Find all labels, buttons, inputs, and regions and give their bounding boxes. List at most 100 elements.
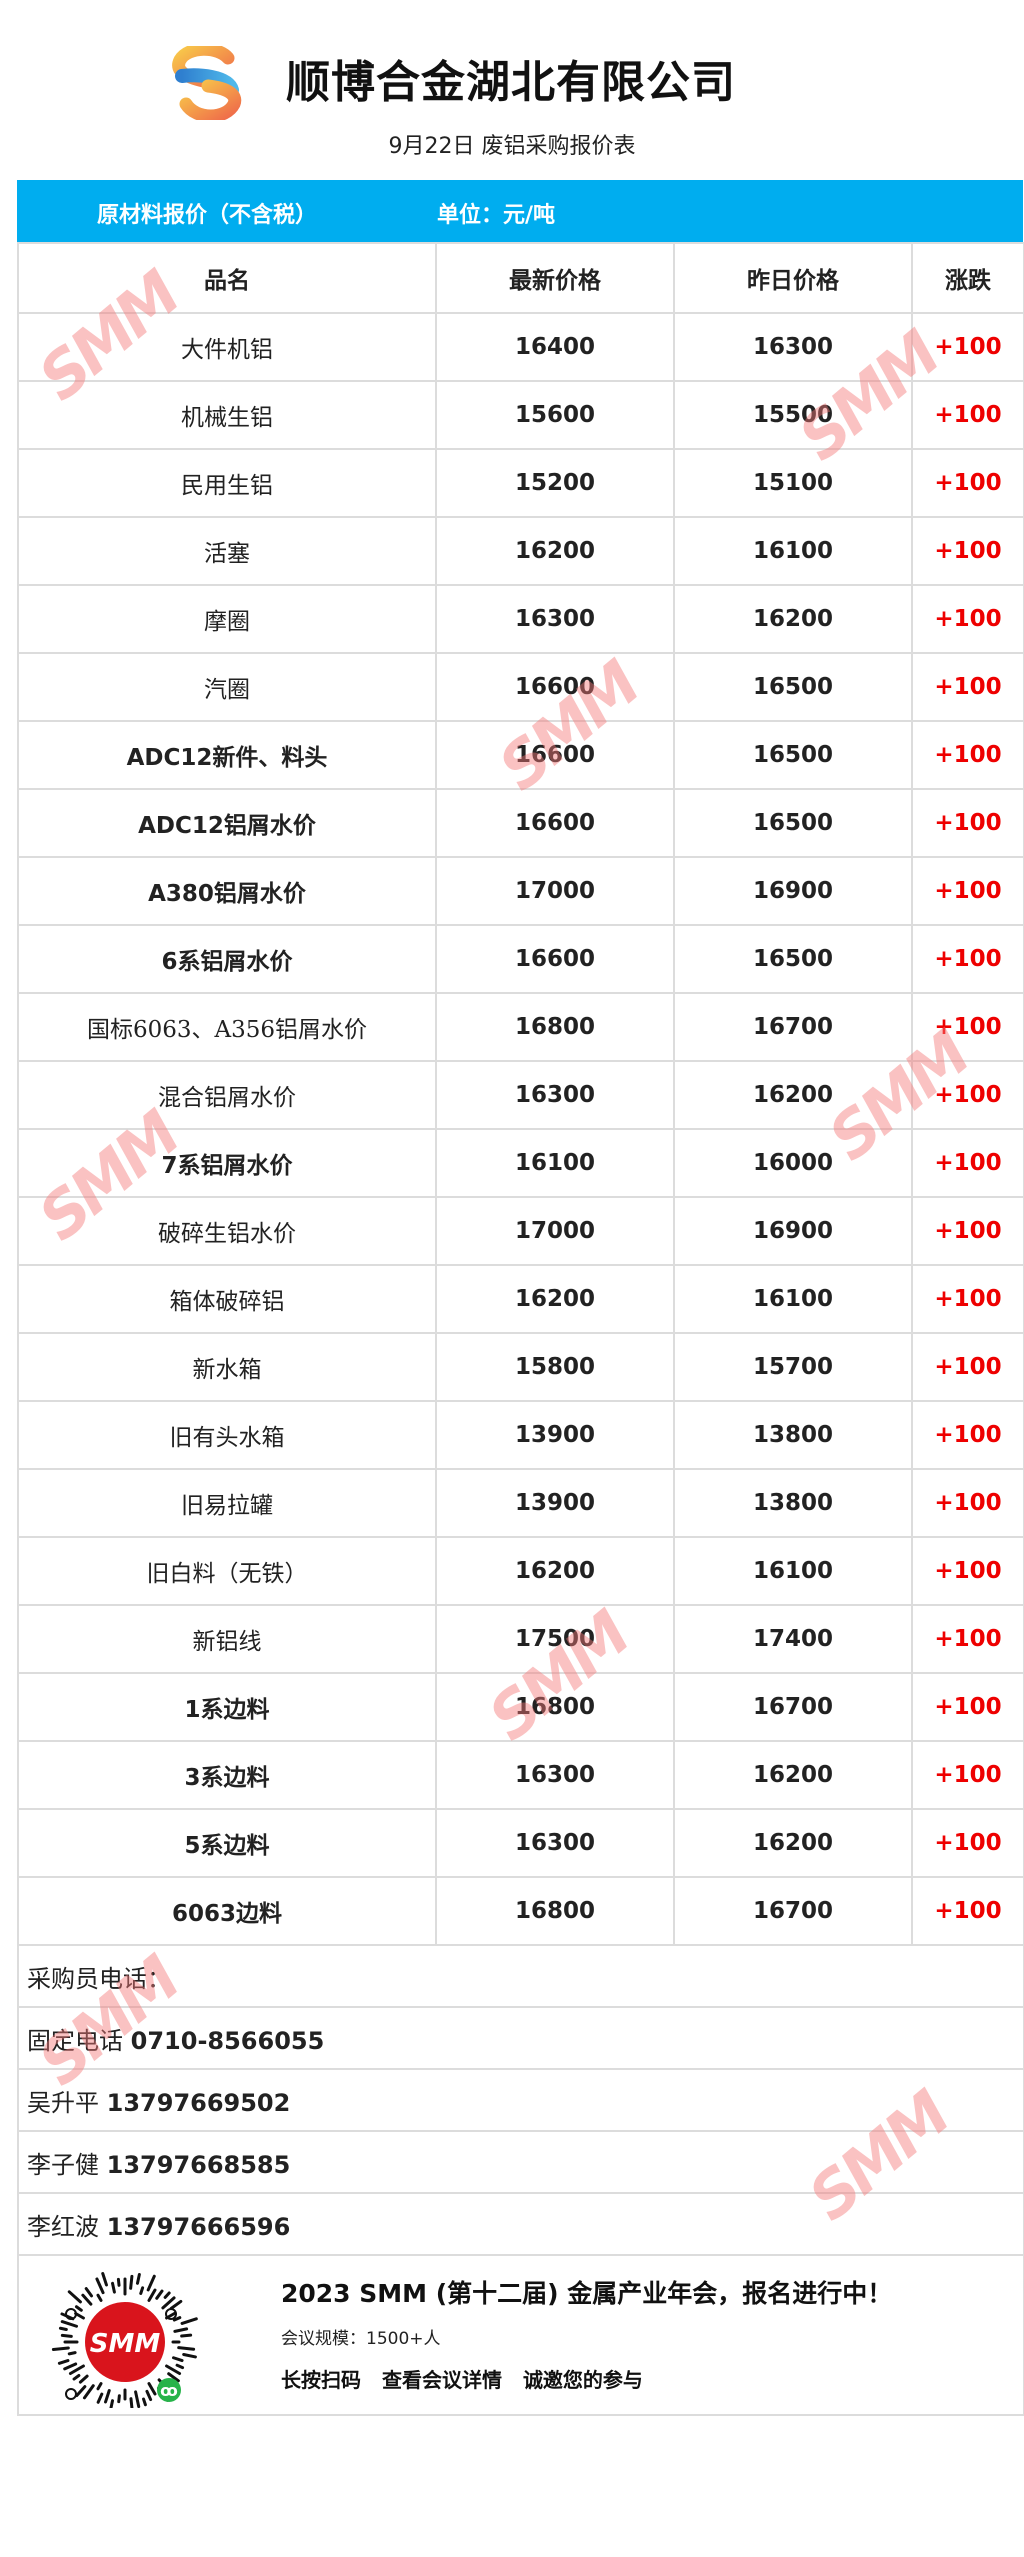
table-row: 旧易拉罐 13900 13800 +100 bbox=[17, 1468, 1024, 1538]
table-row: 混合铝屑水价 16300 16200 +100 bbox=[17, 1060, 1024, 1130]
price-change: +100 bbox=[911, 1196, 1024, 1266]
table-row: 新铝线 17500 17400 +100 bbox=[17, 1604, 1024, 1674]
latest-price: 17000 bbox=[435, 1196, 675, 1266]
item-name: 汽圈 bbox=[17, 652, 437, 722]
yesterday-price: 16500 bbox=[673, 788, 913, 858]
price-change: +100 bbox=[911, 312, 1024, 382]
contact-phone[interactable]: 13797666596 bbox=[106, 2212, 291, 2241]
item-name: 3系边料 bbox=[17, 1740, 437, 1810]
contact-label: 吴升平 bbox=[27, 2088, 99, 2117]
latest-price: 16200 bbox=[435, 1536, 675, 1606]
price-change: +100 bbox=[911, 1468, 1024, 1538]
contacts-heading: 采购员电话： bbox=[17, 1944, 1024, 2008]
table-row: 旧有头水箱 13900 13800 +100 bbox=[17, 1400, 1024, 1470]
col-header-change: 涨跌 bbox=[911, 242, 1024, 314]
latest-price: 16300 bbox=[435, 1808, 675, 1878]
table-row: 1系边料 16800 16700 +100 bbox=[17, 1672, 1024, 1742]
col-header-yesterday: 昨日价格 bbox=[673, 242, 913, 314]
item-name: ADC12新件、料头 bbox=[17, 720, 437, 790]
price-change: +100 bbox=[911, 992, 1024, 1062]
item-name: 5系边料 bbox=[17, 1808, 437, 1878]
conference-cta: 长按扫码 查看会议详情 诚邀您的参与 bbox=[281, 2364, 657, 2393]
cta-details: 查看会议详情 bbox=[381, 2368, 502, 2392]
col-header-latest: 最新价格 bbox=[435, 242, 675, 314]
table-row: A380铝屑水价 17000 16900 +100 bbox=[17, 856, 1024, 926]
price-change: +100 bbox=[911, 516, 1024, 586]
latest-price: 16400 bbox=[435, 312, 675, 382]
item-name: 混合铝屑水价 bbox=[17, 1060, 437, 1130]
item-name: 6063边料 bbox=[17, 1876, 437, 1946]
yesterday-price: 16900 bbox=[673, 856, 913, 926]
item-name: 机械生铝 bbox=[17, 380, 437, 450]
conference-scale: 会议规模：1500+人 bbox=[281, 2329, 441, 2349]
table-header-row: 品名 最新价格 昨日价格 涨跌 bbox=[17, 242, 1024, 314]
contact-phone[interactable]: 13797668585 bbox=[106, 2150, 291, 2179]
qr-smm-logo: SMM bbox=[90, 2329, 161, 2359]
price-change: +100 bbox=[911, 1400, 1024, 1470]
page-subtitle: 9月22日 废铝采购报价表 bbox=[388, 134, 636, 159]
latest-price: 16600 bbox=[435, 788, 675, 858]
contact-row: 李子健 13797668585 bbox=[17, 2130, 1024, 2194]
yesterday-price: 15100 bbox=[673, 448, 913, 518]
contact-phone[interactable]: 13797669502 bbox=[106, 2088, 291, 2117]
price-change: +100 bbox=[911, 652, 1024, 722]
contact-label: 固定电话 bbox=[27, 2026, 123, 2055]
yesterday-price: 16500 bbox=[673, 924, 913, 994]
item-name: 新水箱 bbox=[17, 1332, 437, 1402]
yesterday-price: 16100 bbox=[673, 516, 913, 586]
table-row: 5系边料 16300 16200 +100 bbox=[17, 1808, 1024, 1878]
item-name: 活塞 bbox=[17, 516, 437, 586]
item-name: 箱体破碎铝 bbox=[17, 1264, 437, 1334]
table-row: 摩圈 16300 16200 +100 bbox=[17, 584, 1024, 654]
svg-text:ꝏ: ꝏ bbox=[160, 2381, 178, 2400]
conference-banner[interactable]: SMM ꝏ 2023 SMM (第十二届) 金属产业年会，报名进行中！ 会议规模… bbox=[17, 2254, 1024, 2416]
latest-price: 16200 bbox=[435, 516, 675, 586]
table-row: ADC12铝屑水价 16600 16500 +100 bbox=[17, 788, 1024, 858]
price-table: 品名 最新价格 昨日价格 涨跌 大件机铝 16400 16300 +100 机械生… bbox=[17, 242, 1024, 2416]
contact-row: 固定电话 0710-8566055 bbox=[17, 2006, 1024, 2070]
latest-price: 16800 bbox=[435, 1876, 675, 1946]
latest-price: 15200 bbox=[435, 448, 675, 518]
cta-scan: 长按扫码 bbox=[281, 2368, 361, 2392]
latest-price: 16300 bbox=[435, 584, 675, 654]
company-name: 顺博合金湖北有限公司 bbox=[286, 57, 736, 108]
contacts-heading-row: 采购员电话： bbox=[17, 1944, 1024, 2008]
latest-price: 16600 bbox=[435, 720, 675, 790]
table-row: 7系铝屑水价 16100 16000 +100 bbox=[17, 1128, 1024, 1198]
price-change: +100 bbox=[911, 788, 1024, 858]
table-row: 国标6063、A356铝屑水价 16800 16700 +100 bbox=[17, 992, 1024, 1062]
table-row: 3系边料 16300 16200 +100 bbox=[17, 1740, 1024, 1810]
latest-price: 16800 bbox=[435, 1672, 675, 1742]
item-name: 1系边料 bbox=[17, 1672, 437, 1742]
table-row: 旧白料（无铁） 16200 16100 +100 bbox=[17, 1536, 1024, 1606]
item-name: 7系铝屑水价 bbox=[17, 1128, 437, 1198]
qr-code[interactable]: SMM ꝏ bbox=[51, 2262, 201, 2408]
table-row: 6系铝屑水价 16600 16500 +100 bbox=[17, 924, 1024, 994]
table-row: 大件机铝 16400 16300 +100 bbox=[17, 312, 1024, 382]
price-change: +100 bbox=[911, 1060, 1024, 1130]
latest-price: 16200 bbox=[435, 1264, 675, 1334]
latest-price: 16800 bbox=[435, 992, 675, 1062]
yesterday-price: 16900 bbox=[673, 1196, 913, 1266]
yesterday-price: 17400 bbox=[673, 1604, 913, 1674]
yesterday-price: 16200 bbox=[673, 584, 913, 654]
contact-label: 李红波 bbox=[27, 2212, 99, 2241]
table-row: 民用生铝 15200 15100 +100 bbox=[17, 448, 1024, 518]
table-row: 机械生铝 15600 15500 +100 bbox=[17, 380, 1024, 450]
table-row: 汽圈 16600 16500 +100 bbox=[17, 652, 1024, 722]
item-name: 破碎生铝水价 bbox=[17, 1196, 437, 1266]
yesterday-price: 16300 bbox=[673, 312, 913, 382]
item-name: A380铝屑水价 bbox=[17, 856, 437, 926]
yesterday-price: 16200 bbox=[673, 1060, 913, 1130]
contact-phone[interactable]: 0710-8566055 bbox=[130, 2026, 325, 2055]
latest-price: 13900 bbox=[435, 1468, 675, 1538]
yesterday-price: 15700 bbox=[673, 1332, 913, 1402]
item-name: 旧白料（无铁） bbox=[17, 1536, 437, 1606]
price-change: +100 bbox=[911, 1672, 1024, 1742]
latest-price: 15600 bbox=[435, 380, 675, 450]
item-name: 旧有头水箱 bbox=[17, 1400, 437, 1470]
price-change: +100 bbox=[911, 1128, 1024, 1198]
price-change: +100 bbox=[911, 1808, 1024, 1878]
cta-invite: 诚邀您的参与 bbox=[522, 2368, 643, 2392]
latest-price: 17500 bbox=[435, 1604, 675, 1674]
